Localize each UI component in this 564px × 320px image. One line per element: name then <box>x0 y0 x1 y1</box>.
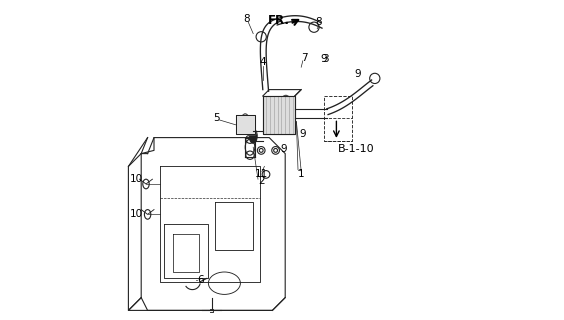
Text: 2: 2 <box>258 176 265 186</box>
Text: 4: 4 <box>259 57 266 68</box>
Text: 6: 6 <box>197 275 204 285</box>
Text: 3: 3 <box>322 54 328 64</box>
Text: 10: 10 <box>130 209 143 220</box>
Text: 8: 8 <box>244 14 250 24</box>
Text: 5: 5 <box>213 113 220 124</box>
Text: 9: 9 <box>280 144 287 154</box>
Text: B-1-10: B-1-10 <box>338 144 374 154</box>
Text: 7: 7 <box>301 52 308 63</box>
Text: 1: 1 <box>298 169 305 180</box>
Text: 9: 9 <box>320 54 327 64</box>
Text: 8: 8 <box>315 17 322 28</box>
Text: 11: 11 <box>254 169 268 180</box>
Polygon shape <box>236 115 255 134</box>
Polygon shape <box>263 96 295 134</box>
Text: FR.: FR. <box>268 14 290 27</box>
Text: 9: 9 <box>354 68 360 79</box>
Text: 10: 10 <box>130 174 143 184</box>
Ellipse shape <box>249 129 257 143</box>
Text: 9: 9 <box>299 129 306 140</box>
